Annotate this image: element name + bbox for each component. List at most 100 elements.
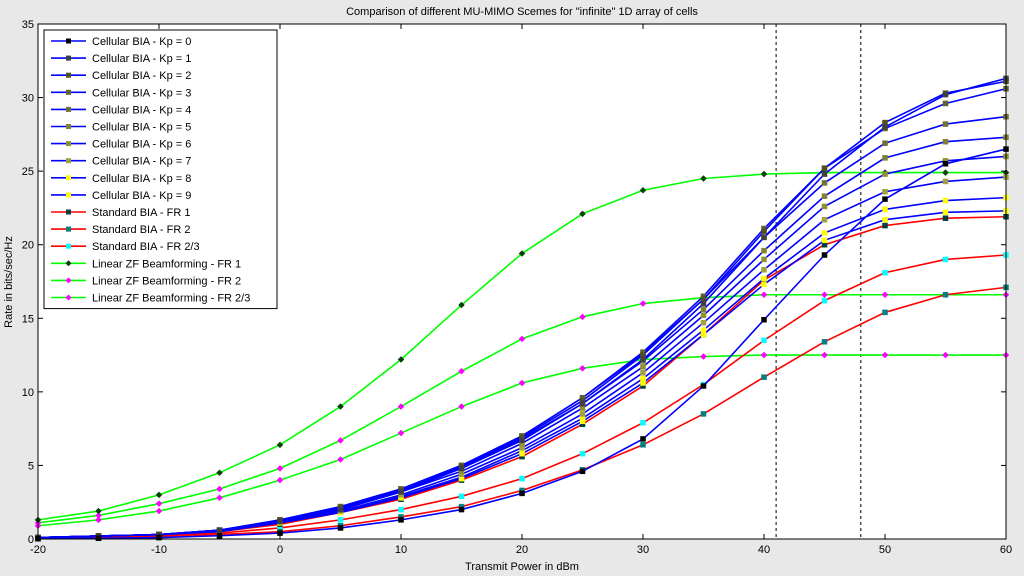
data-point	[882, 216, 888, 223]
data-point	[640, 436, 646, 442]
data-point	[519, 490, 525, 497]
data-point	[640, 369, 646, 376]
data-point	[337, 456, 344, 463]
legend-swatch-marker	[66, 55, 71, 61]
legend-entry: Linear ZF Beamforming - FR 2	[51, 275, 241, 287]
legend-entry: Cellular BIA - Kp = 8	[51, 173, 191, 185]
legend-entry: Cellular BIA - Kp = 0	[51, 36, 191, 48]
y-tick-label: 15	[22, 313, 34, 325]
legend-label: Cellular BIA - Kp = 5	[92, 122, 191, 134]
legend-label: Standard BIA - FR 2	[92, 224, 190, 236]
legend-label: Cellular BIA - Kp = 0	[92, 36, 191, 48]
data-point	[942, 215, 949, 221]
data-point	[337, 506, 344, 513]
x-tick-label: 0	[277, 544, 283, 556]
data-point	[761, 228, 767, 235]
data-point	[216, 485, 223, 493]
legend-label: Cellular BIA - Kp = 7	[92, 156, 191, 168]
data-point	[761, 256, 767, 263]
data-point	[640, 356, 646, 363]
series-layer	[34, 75, 1010, 542]
data-point	[821, 252, 828, 258]
data-point	[700, 319, 707, 326]
data-point	[458, 367, 465, 375]
data-point	[882, 196, 888, 202]
data-point	[942, 161, 949, 167]
data-point	[95, 507, 102, 515]
data-point	[216, 469, 223, 477]
data-point	[942, 351, 949, 359]
data-point	[579, 364, 586, 372]
data-point	[942, 138, 949, 145]
data-point	[155, 491, 163, 499]
data-point	[700, 353, 707, 360]
data-point	[821, 193, 828, 199]
legend-label: Cellular BIA - Kp = 6	[92, 139, 191, 151]
data-point	[881, 351, 889, 359]
legend-swatch-marker	[66, 226, 71, 232]
data-point	[458, 465, 465, 472]
data-point	[397, 356, 405, 363]
data-point	[700, 383, 707, 389]
data-point	[821, 180, 828, 186]
legend-entry: Linear ZF Beamforming - FR 2/3	[51, 293, 250, 305]
legend-entry: Cellular BIA - Kp = 7	[51, 156, 191, 168]
data-point	[277, 518, 283, 525]
legend-swatch-marker	[65, 294, 72, 301]
data-point	[276, 465, 284, 472]
legend-entry: Cellular BIA - Kp = 1	[51, 53, 191, 65]
data-point	[882, 269, 888, 276]
data-point	[337, 437, 344, 444]
data-point	[942, 256, 949, 263]
y-axis-label: Rate in bits/sec/Hz	[3, 236, 15, 328]
data-point	[640, 420, 646, 426]
legend-swatch-marker	[65, 260, 72, 267]
data-point	[518, 335, 526, 343]
data-point	[882, 222, 888, 229]
data-point	[821, 230, 828, 236]
data-point	[337, 403, 344, 410]
data-point	[518, 379, 526, 387]
legend-box	[43, 29, 278, 310]
data-point	[882, 171, 888, 177]
y-tick-label: 0	[28, 534, 34, 546]
data-point	[700, 300, 707, 307]
data-point	[95, 516, 102, 524]
data-point	[882, 124, 888, 130]
data-point	[519, 475, 525, 482]
legend-swatch-marker	[66, 106, 71, 112]
data-point	[882, 140, 888, 146]
data-point	[639, 300, 647, 307]
data-point	[700, 411, 707, 417]
x-tick-label: -20	[30, 544, 46, 556]
data-point	[458, 403, 465, 410]
legend: Cellular BIA - Kp = 0 Cellular BIA - Kp =…	[43, 29, 278, 310]
axes: -20 -10 0 10 20 30 40 50 60 0 5 10 15 20 25 30 35	[22, 19, 1012, 556]
data-point	[640, 442, 646, 448]
legend-label: Standard BIA - FR 1	[92, 207, 190, 219]
data-point	[640, 364, 646, 370]
legend-entry: Cellular BIA - Kp = 9	[51, 190, 191, 202]
legend-label: Linear ZF Beamforming - FR 2	[92, 275, 241, 287]
data-point	[881, 291, 889, 299]
legend-entry: Cellular BIA - Kp = 6	[51, 139, 191, 151]
reference-lines	[775, 24, 862, 539]
legend-label: Cellular BIA - Kp = 8	[92, 173, 191, 185]
data-point	[398, 506, 404, 513]
legend-label: Standard BIA - FR 2/3	[92, 241, 200, 253]
data-point	[155, 507, 163, 515]
y-tick-label: 5	[28, 460, 34, 472]
data-point	[882, 206, 888, 213]
legend-swatch-marker	[66, 89, 71, 95]
x-tick-label: -10	[151, 544, 167, 556]
data-point	[579, 450, 586, 457]
data-point	[760, 170, 768, 178]
series-14	[34, 169, 1010, 524]
legend-entry: Standard BIA - FR 1	[51, 207, 190, 219]
legend-swatch-marker	[66, 209, 71, 215]
x-tick-label: 60	[1000, 544, 1012, 556]
x-tick-label: 10	[395, 544, 407, 556]
legend-swatch-marker	[66, 243, 71, 249]
legend-label: Linear ZF Beamforming - FR 1	[92, 258, 241, 270]
data-point	[942, 121, 949, 127]
